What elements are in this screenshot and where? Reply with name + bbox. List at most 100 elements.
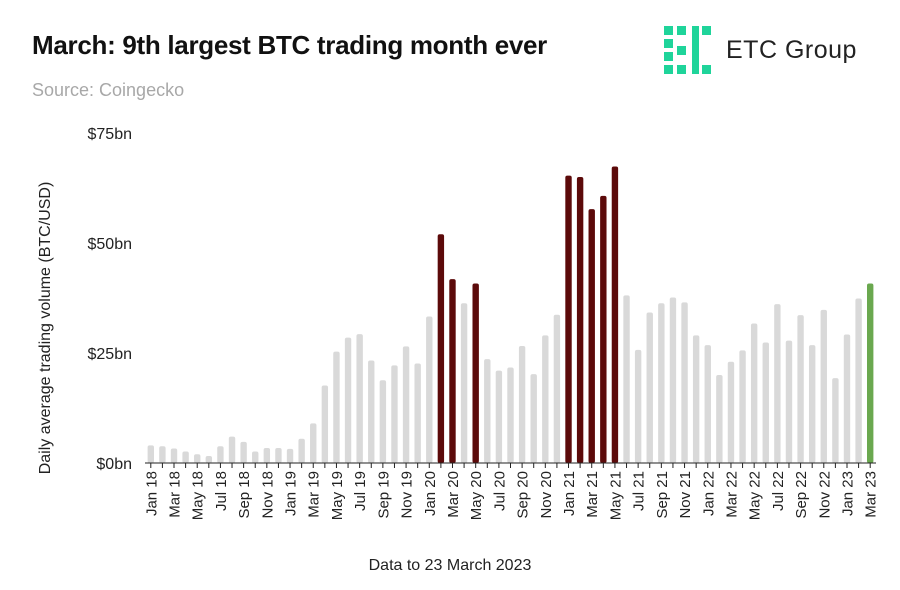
x-tick-label: May 22 bbox=[747, 471, 764, 520]
bar-jun-21 bbox=[623, 295, 630, 463]
bar-feb-18 bbox=[159, 446, 166, 463]
bar-nov-18 bbox=[263, 448, 271, 463]
x-tick-label: Jul 18 bbox=[213, 471, 230, 511]
x-tick-label: Jan 23 bbox=[839, 471, 856, 516]
bar-jan-20 bbox=[426, 316, 433, 463]
chart-source: Source: Coingecko bbox=[32, 80, 185, 100]
x-tick-label: Jul 20 bbox=[491, 471, 508, 511]
bar-apr-19 bbox=[321, 385, 329, 463]
bar-mar-23 bbox=[866, 283, 874, 463]
x-tick-label: Sep 19 bbox=[375, 471, 392, 519]
bar-aug-19 bbox=[368, 360, 375, 463]
bar-apr-22 bbox=[739, 350, 746, 463]
bar-sep-21 bbox=[658, 303, 665, 463]
x-tick-label: Jan 22 bbox=[700, 471, 717, 516]
x-tick-label: Jul 21 bbox=[631, 471, 648, 511]
y-tick-label: $75bn bbox=[88, 126, 133, 143]
x-axis-ticks: Jan 18 Mar 18 May 18 Jul 18 Sep 18 Nov 18 Jan … bbox=[143, 463, 880, 520]
chart-title: March: 9th largest BTC trading month eve… bbox=[32, 30, 548, 60]
bar-oct-20 bbox=[530, 374, 537, 463]
bar-apr-21 bbox=[600, 195, 607, 464]
y-tick-label: $0bn bbox=[96, 456, 132, 473]
x-tick-label: Jan 20 bbox=[422, 471, 439, 516]
bar-sep-18 bbox=[240, 441, 247, 463]
x-tick-label: Sep 21 bbox=[654, 471, 671, 519]
x-tick-label: Jan 19 bbox=[283, 471, 300, 516]
bar-jul-22 bbox=[774, 304, 781, 463]
bar-aug-20 bbox=[507, 367, 514, 463]
bar-mar-22 bbox=[727, 361, 735, 463]
x-tick-label: Nov 20 bbox=[538, 471, 555, 519]
bar-may-19 bbox=[333, 351, 340, 463]
bar-dec-18 bbox=[275, 448, 282, 463]
x-tick-label: Nov 21 bbox=[677, 471, 694, 519]
bar-may-21 bbox=[611, 166, 619, 463]
bar-mar-18 bbox=[170, 448, 178, 463]
bar-aug-22 bbox=[785, 340, 793, 463]
bar-jun-22 bbox=[762, 342, 769, 463]
bar-may-22 bbox=[750, 323, 758, 463]
bar-jul-21 bbox=[634, 349, 642, 463]
x-tick-label: May 18 bbox=[190, 471, 207, 520]
bar-feb-19 bbox=[298, 438, 305, 463]
bar-jan-21 bbox=[565, 175, 572, 463]
x-tick-label: Nov 19 bbox=[399, 471, 416, 519]
bar-oct-19 bbox=[391, 365, 398, 463]
bars bbox=[147, 166, 874, 464]
x-tick-label: Jan 21 bbox=[561, 471, 578, 516]
bar-jan-19 bbox=[286, 448, 294, 463]
bar-jan-22 bbox=[704, 345, 711, 463]
bar-mar-19 bbox=[310, 423, 317, 463]
bar-nov-19 bbox=[402, 346, 410, 463]
x-tick-label: Mar 22 bbox=[723, 471, 740, 518]
bar-jun-18 bbox=[205, 455, 213, 463]
data-note: Data to 23 March 2023 bbox=[368, 557, 532, 574]
x-tick-label: Nov 18 bbox=[259, 471, 276, 519]
bar-jan-18 bbox=[147, 445, 155, 463]
bar-mar-21 bbox=[588, 209, 595, 463]
y-tick-label: $50bn bbox=[88, 236, 133, 253]
bar-sep-22 bbox=[797, 315, 804, 463]
x-tick-label: May 21 bbox=[607, 471, 624, 520]
x-tick-label: May 19 bbox=[329, 471, 346, 520]
logo-text: ETC Group bbox=[726, 36, 857, 64]
x-tick-label: Jan 18 bbox=[143, 471, 160, 516]
x-tick-label: Mar 21 bbox=[584, 471, 601, 518]
x-tick-label: Jul 19 bbox=[352, 471, 369, 511]
bar-jun-20 bbox=[484, 359, 491, 463]
bar-may-20 bbox=[472, 283, 479, 463]
y-axis-title: Daily average trading volume (BTC/USD) bbox=[37, 182, 54, 475]
bar-jul-20 bbox=[495, 370, 503, 463]
bar-aug-18 bbox=[228, 436, 236, 463]
x-tick-label: Mar 19 bbox=[306, 471, 323, 518]
bar-feb-20 bbox=[437, 234, 445, 463]
x-tick-label: Sep 20 bbox=[515, 471, 532, 519]
bar-jul-18 bbox=[217, 446, 224, 463]
bar-dec-19 bbox=[414, 363, 421, 463]
bar-jan-23 bbox=[843, 334, 851, 463]
bar-apr-18 bbox=[182, 451, 189, 463]
bar-dec-20 bbox=[553, 314, 561, 463]
bar-jun-19 bbox=[344, 337, 352, 463]
bar-dec-21 bbox=[692, 335, 700, 463]
bar-dec-22 bbox=[832, 378, 839, 463]
bar-oct-22 bbox=[808, 345, 816, 463]
bar-sep-19 bbox=[379, 380, 387, 463]
bar-feb-21 bbox=[576, 177, 584, 463]
x-tick-label: Nov 22 bbox=[816, 471, 833, 519]
bar-apr-20 bbox=[460, 303, 468, 463]
etc-group-logo: ETC Group bbox=[664, 26, 884, 76]
x-tick-label: Mar 23 bbox=[863, 471, 880, 518]
x-tick-label: Sep 22 bbox=[793, 471, 810, 519]
etc-group-logo-icon bbox=[664, 26, 711, 74]
x-tick-label: Jul 22 bbox=[770, 471, 787, 511]
bar-nov-21 bbox=[681, 302, 688, 463]
bar-aug-21 bbox=[646, 312, 653, 463]
bar-sep-20 bbox=[518, 345, 526, 463]
bar-nov-20 bbox=[542, 335, 549, 463]
y-axis-ticks: $0bn $25bn $50bn $75bn bbox=[88, 126, 133, 473]
x-tick-label: May 20 bbox=[468, 471, 485, 520]
bar-oct-21 bbox=[669, 297, 677, 463]
bar-oct-18 bbox=[252, 451, 259, 463]
